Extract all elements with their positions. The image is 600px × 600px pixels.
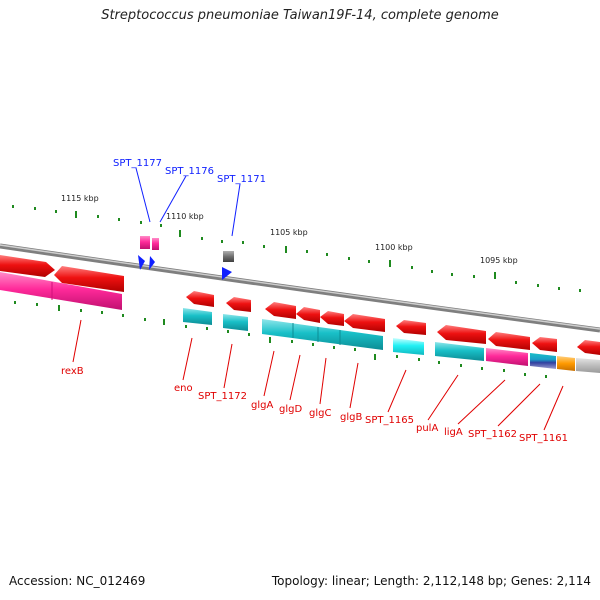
reverse-genes-lower — [0, 272, 600, 373]
gene-label: glgB — [340, 412, 362, 423]
gene-spt-1177 — [140, 236, 150, 249]
ruler-labels: 1115 kbp 1110 kbp 1105 kbp 1100 kbp 1095… — [61, 194, 518, 265]
gene — [226, 297, 251, 312]
gene — [532, 337, 557, 352]
gene — [435, 342, 484, 361]
gene — [186, 291, 214, 307]
backbone — [0, 243, 600, 333]
ruler-label: 1095 kbp — [480, 256, 518, 265]
gene-blue-arrow — [138, 255, 145, 270]
gene-label: eno — [174, 383, 193, 394]
genome-title: Streptococcus pneumoniae Taiwan19F-14, c… — [101, 8, 499, 23]
gene — [0, 255, 55, 277]
gene — [262, 319, 383, 350]
gene-label: SPT_1177 — [113, 158, 162, 169]
ruler-inner-ticks — [14, 301, 547, 378]
gene — [577, 340, 600, 355]
blue-labels: SPT_1177 SPT_1176 SPT_1171 — [113, 158, 266, 185]
gene — [320, 311, 344, 326]
gene-label: SPT_1172 — [198, 391, 247, 402]
ruler-label: 1110 kbp — [166, 212, 204, 221]
gene — [296, 307, 320, 323]
red-leaders — [72, 319, 564, 431]
red-labels: rexB eno SPT_1172 glgA glgD glgC glgB SP… — [61, 366, 568, 444]
gene-spt-1176 — [152, 238, 159, 250]
gene-label: glgC — [309, 408, 331, 419]
ruler-outer-ticks — [12, 205, 581, 292]
gene-label: SPT_1161 — [519, 433, 568, 444]
reverse-genes-red — [0, 255, 600, 355]
gene — [265, 302, 296, 319]
gene — [396, 320, 426, 335]
ruler-label: 1115 kbp — [61, 194, 99, 203]
gene-label: rexB — [61, 366, 84, 377]
gene-label: ligA — [444, 427, 463, 438]
gene — [0, 272, 122, 310]
gene-label: glgD — [279, 404, 302, 415]
ruler-label: 1105 kbp — [270, 228, 308, 237]
gene — [486, 348, 528, 366]
gene — [223, 314, 248, 331]
gene — [54, 266, 124, 292]
gene-blue-arrow — [222, 267, 232, 280]
gene — [530, 353, 556, 369]
gene-label: pulA — [416, 423, 438, 434]
gene — [183, 308, 212, 325]
gene-label: glgA — [251, 400, 273, 411]
gene-label: SPT_1176 — [165, 166, 214, 177]
gene — [344, 314, 385, 332]
gene — [557, 356, 575, 371]
gene-blue-arrow — [149, 256, 155, 270]
gene — [437, 325, 486, 344]
gene — [393, 338, 424, 355]
topology-text: Topology: linear; Length: 2,112,148 bp; … — [271, 574, 591, 588]
accession-text: Accession: NC_012469 — [9, 574, 146, 588]
blue-leaders — [135, 167, 241, 237]
gene-label: SPT_1171 — [217, 174, 266, 185]
ruler-label: 1100 kbp — [375, 243, 413, 252]
gene-label: SPT_1162 — [468, 429, 517, 440]
gene — [488, 332, 530, 350]
forward-genes — [138, 236, 234, 280]
gene-spt-1171 — [223, 251, 234, 262]
gene — [576, 358, 600, 373]
gene-label: SPT_1165 — [365, 415, 414, 426]
